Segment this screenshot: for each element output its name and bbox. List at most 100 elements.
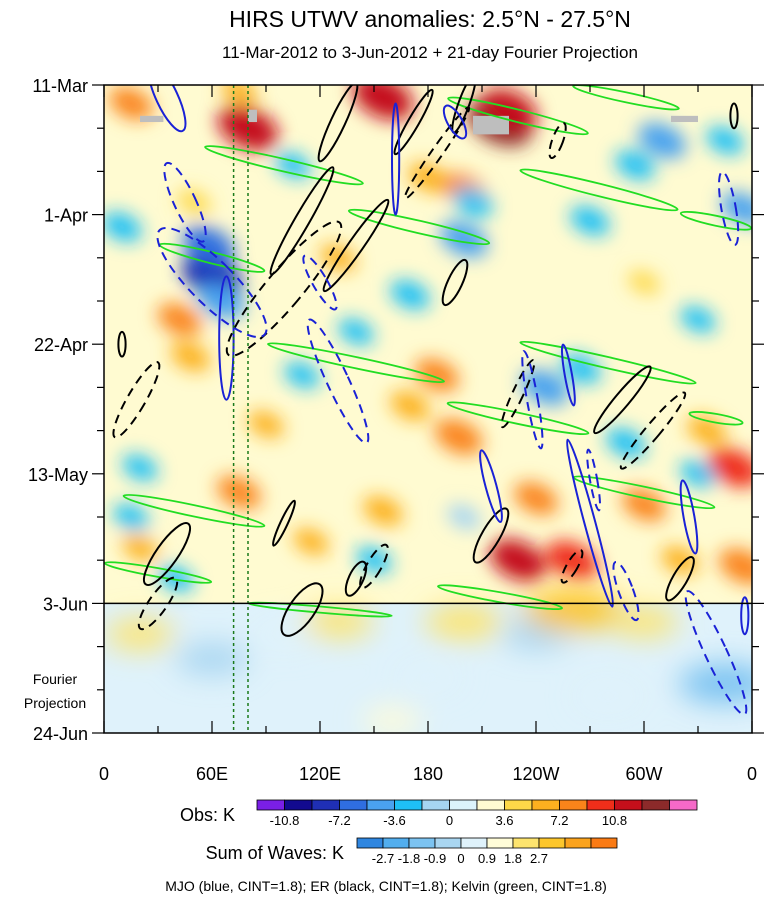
er-contour — [472, 507, 510, 564]
colorbar-box — [476, 799, 505, 811]
x-axis: 0 60E 120E 180 120W 60W 0 — [99, 85, 757, 784]
y-tick-label: 1-Apr — [44, 206, 88, 226]
anomaly-blob — [390, 280, 430, 310]
colorbar-box — [512, 837, 540, 849]
mjo-contour — [156, 226, 268, 339]
mjo-contour — [306, 318, 370, 444]
colorbar-tick-label: -2.7 — [372, 851, 394, 866]
colorbar-box — [590, 837, 618, 849]
colorbar-box — [669, 799, 698, 811]
kelvin-contour — [267, 342, 445, 384]
mjo-contour — [147, 85, 187, 133]
er-contour — [322, 198, 390, 293]
y-tick-label: 3-Jun — [43, 594, 88, 614]
projection-label-line2: Projection — [24, 695, 86, 711]
anomaly-blob — [122, 454, 158, 481]
er-contour — [403, 106, 471, 200]
waves-colorbar: -2.7 -1.8 -0.9 0 0.9 1.8 2.7 — [356, 837, 618, 866]
anomaly-blob — [338, 318, 374, 346]
anomaly-blob — [721, 192, 752, 225]
kelvin-contour — [347, 208, 491, 246]
projection-blob — [575, 681, 641, 711]
kelvin-contour — [446, 401, 590, 436]
colorbar-box — [641, 799, 670, 811]
colorbar-box — [614, 799, 643, 811]
er-contour — [317, 85, 359, 163]
anomaly-blob — [415, 358, 459, 392]
x-tick-label: 180 — [413, 764, 443, 784]
colorbar-box — [564, 837, 592, 849]
kelvin-contour — [679, 210, 752, 231]
er-contour — [142, 522, 192, 586]
kelvin-contour — [437, 584, 563, 611]
projection-blob — [610, 606, 678, 637]
colorbar-tick-label: 0.9 — [478, 851, 496, 866]
anomaly-blob — [217, 475, 261, 509]
anomaly-blob — [680, 460, 716, 487]
colorbar-tick-label: 2.7 — [530, 851, 548, 866]
obs-colorbar: -10.8 -7.2 -3.6 0 3.6 7.2 10.8 — [256, 799, 698, 828]
y-tick-label: 11-Mar — [32, 76, 88, 96]
mjo-contour — [566, 438, 614, 608]
missing-patch — [140, 115, 164, 123]
colorbar-box — [356, 837, 384, 849]
er-contour — [619, 391, 687, 470]
colorbar-box — [366, 799, 395, 811]
colorbar-box — [538, 837, 566, 849]
mjo-contour — [684, 590, 748, 716]
anomaly-blob — [570, 206, 610, 236]
colorbar-box — [559, 799, 588, 811]
anomaly-blob — [284, 361, 320, 389]
y-tick-label: 24-Jun — [33, 724, 88, 744]
er-contour — [225, 220, 343, 357]
colorbar-box — [394, 799, 423, 811]
er-contour — [272, 499, 296, 547]
x-tick-label: 60E — [196, 764, 228, 784]
er-contour — [665, 556, 695, 602]
anomaly-blob — [170, 341, 211, 372]
er-contour — [269, 166, 335, 276]
kelvin-contour — [447, 96, 589, 136]
anomaly-blob — [122, 534, 158, 562]
mjo-contour — [442, 104, 468, 140]
missing-data-patches — [140, 109, 698, 135]
anomaly-blob — [390, 391, 430, 421]
kelvin-contour — [688, 411, 744, 426]
anomaly-blob — [561, 354, 601, 384]
kelvin-contour — [519, 168, 679, 212]
colorbar-box — [311, 799, 340, 811]
missing-patch — [473, 115, 509, 135]
kelvin-contour — [572, 85, 680, 111]
anomaly-blob — [615, 150, 655, 180]
anomaly-blob — [104, 212, 142, 242]
anomaly-blob — [680, 306, 716, 333]
colorbar-tick-label: -0.9 — [424, 851, 446, 866]
colorbar-box — [421, 799, 450, 811]
er-contour — [117, 330, 127, 358]
colorbar-box — [449, 799, 478, 811]
anomaly-blob — [719, 548, 752, 585]
colorbar-tick-label: 0 — [446, 813, 453, 828]
anomaly-blob — [545, 540, 599, 580]
colorbar-tick-label: 10.8 — [602, 813, 627, 828]
colorbar-box — [382, 837, 410, 849]
colorbar-tick-label: 7.2 — [550, 813, 568, 828]
anomaly-blob — [661, 546, 699, 575]
anomaly-blob — [606, 428, 646, 458]
anomaly-blob — [489, 539, 547, 582]
anomaly-blob — [363, 496, 403, 526]
mjo-contour — [163, 161, 207, 243]
projection-blob — [175, 642, 249, 675]
chart-subtitle: 11-Mar-2012 to 3-Jun-2012 + 21-day Fouri… — [222, 43, 638, 62]
projection-blob — [425, 604, 503, 639]
er-contour — [441, 258, 469, 307]
projection-blob — [302, 606, 374, 638]
colorbar-tick-label: 3.6 — [495, 813, 513, 828]
anomaly-blob — [638, 122, 686, 159]
projection-blob — [679, 663, 752, 704]
mjo-contour — [679, 479, 699, 555]
er-contour — [729, 102, 739, 130]
mjo-reference-lines — [232, 85, 249, 733]
chart-title: HIRS UTWV anomalies: 2.5°N - 27.5°N — [229, 6, 631, 32]
